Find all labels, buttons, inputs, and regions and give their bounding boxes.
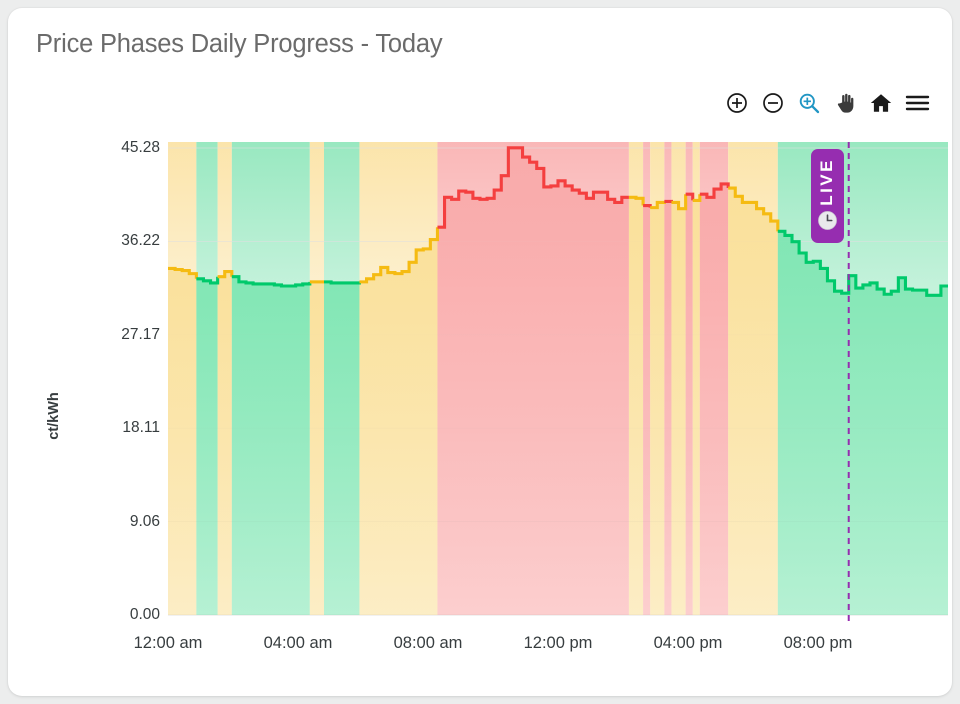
pan-icon[interactable]: [832, 90, 858, 116]
y-axis-tick-label: 27.17: [121, 325, 160, 343]
home-icon[interactable]: [868, 90, 894, 116]
zoom-out-icon[interactable]: [760, 90, 786, 116]
x-axis-tick-label: 04:00 pm: [653, 634, 723, 652]
chart-plot-area[interactable]: ct/kWh 0.00 9.06 18.11 27.17 36.22 45.28 12:0…: [8, 116, 952, 676]
page-title: Price Phases Daily Progress - Today: [36, 30, 443, 58]
x-axis-tick-label: 12:00 pm: [523, 634, 593, 652]
y-axis-tick-label: 18.11: [122, 419, 160, 437]
clock-icon: [817, 210, 838, 236]
chart-toolbar: [724, 86, 930, 120]
chart-series-svg: [168, 142, 948, 624]
y-axis-tick-label: 0.00: [129, 606, 160, 623]
y-axis-tick-label: 45.28: [121, 139, 160, 156]
x-axis-tick-label: 12:00 am: [133, 634, 203, 652]
x-axis-ticks: 12:00 am 04:00 am 08:00 am 12:00 pm 04:00 pm…: [8, 634, 952, 674]
x-axis-tick-label: 08:00 am: [393, 634, 463, 652]
x-axis-tick-label: 08:00 pm: [783, 634, 853, 652]
y-axis-ticks: 0.00 9.06 18.11 27.17 36.22 45.28: [60, 116, 160, 676]
live-annotation-badge[interactable]: LIVE: [810, 149, 844, 243]
zoom-in-icon[interactable]: [724, 90, 750, 116]
y-axis-tick-label: 36.22: [121, 232, 160, 250]
live-annotation-label: LIVE: [817, 158, 837, 206]
x-axis-tick-label: 04:00 am: [263, 634, 333, 652]
y-axis-tick-label: 9.06: [129, 512, 160, 530]
menu-icon[interactable]: [904, 90, 930, 116]
chart-card: Price Phases Daily Progress - Today: [8, 8, 952, 696]
selection-zoom-icon[interactable]: [796, 90, 822, 116]
